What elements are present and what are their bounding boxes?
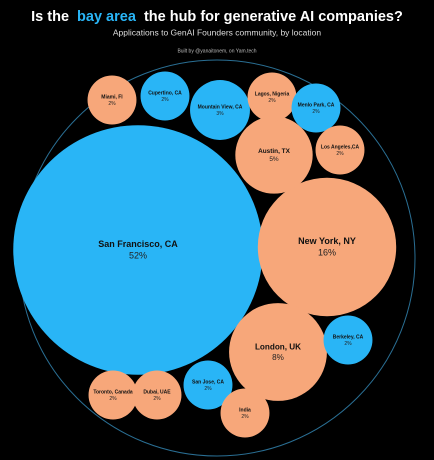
bubble bbox=[291, 83, 341, 133]
credit: Built by @yanaitonem, on Yam.tech bbox=[177, 48, 256, 54]
bubble-label: London, UK bbox=[255, 342, 301, 351]
value-label: 2% bbox=[268, 98, 276, 104]
bubble bbox=[235, 116, 313, 194]
bubble-label: Los Angeles,CA bbox=[321, 144, 360, 150]
value-label: 2% bbox=[153, 396, 161, 402]
bubble-label: Menlo Park, CA bbox=[298, 102, 335, 108]
title-highlight: bay area bbox=[77, 9, 137, 25]
chart-subtitle: Applications to GenAI Founders community… bbox=[113, 27, 321, 37]
bubble-label: Toronto, Canada bbox=[93, 389, 133, 395]
bubble bbox=[140, 71, 190, 121]
bubble bbox=[13, 125, 263, 375]
bubble-label: Miami, Fl bbox=[101, 94, 123, 100]
bubble-label: Cupertino, CA bbox=[148, 90, 182, 96]
bubble-label: Dubai, UAE bbox=[143, 389, 171, 395]
value-label: 5% bbox=[269, 156, 279, 163]
value-label: 8% bbox=[272, 353, 284, 362]
value-label: 3% bbox=[216, 111, 224, 117]
bubble-label: Lagos, Nigeria bbox=[255, 91, 290, 97]
bubble-label: Berkeley, CA bbox=[333, 334, 364, 340]
bubble bbox=[88, 370, 138, 420]
value-label: 52% bbox=[129, 251, 147, 261]
value-label: 2% bbox=[312, 109, 320, 115]
bubble-label: Mountain View, CA bbox=[198, 104, 243, 110]
bubble-label: San Francisco, CA bbox=[98, 239, 178, 249]
value-label: 2% bbox=[336, 151, 344, 157]
bubble-label: Austin, TX bbox=[258, 148, 291, 155]
bubble bbox=[190, 80, 250, 140]
title-part: Is the bbox=[31, 9, 69, 25]
title-part: the hub for generative AI companies? bbox=[144, 9, 403, 25]
bubble-label: San Jose, CA bbox=[192, 379, 224, 385]
value-label: 16% bbox=[318, 248, 336, 258]
value-label: 2% bbox=[241, 414, 249, 420]
chart-title: Is the bay area the hub for generative A… bbox=[31, 9, 403, 25]
bubble-label: India bbox=[239, 407, 251, 413]
value-label: 2% bbox=[204, 386, 212, 392]
bubble bbox=[132, 370, 182, 420]
bubble bbox=[220, 388, 270, 438]
bubble bbox=[87, 75, 137, 125]
bubble bbox=[183, 360, 233, 410]
bubble bbox=[247, 72, 297, 122]
bubble bbox=[229, 303, 327, 401]
value-label: 2% bbox=[109, 396, 117, 402]
bubble bbox=[315, 125, 365, 175]
bubble bbox=[257, 177, 397, 317]
bubble bbox=[323, 315, 373, 365]
value-label: 2% bbox=[161, 97, 169, 103]
bubble-label: New York, NY bbox=[298, 236, 356, 246]
value-label: 2% bbox=[108, 101, 116, 107]
value-label: 2% bbox=[344, 341, 352, 347]
